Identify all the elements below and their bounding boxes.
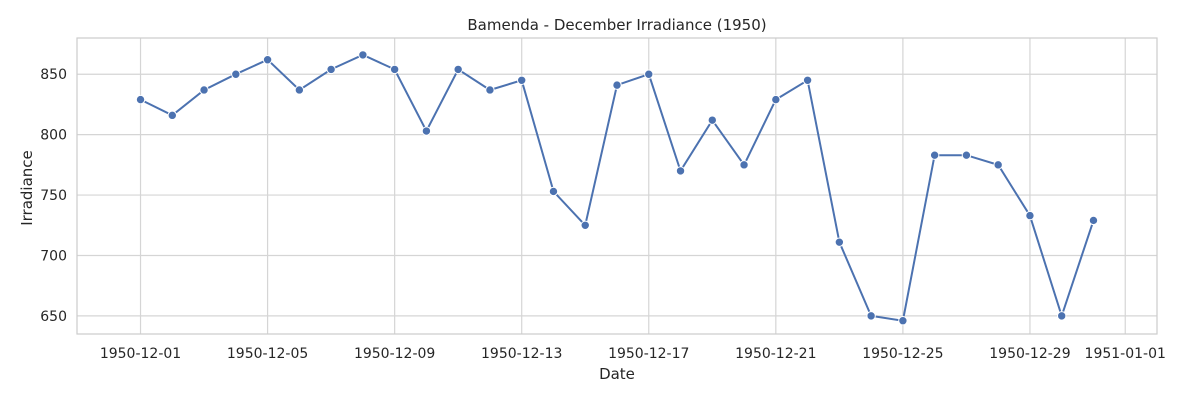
data-point bbox=[644, 69, 654, 79]
data-point bbox=[135, 94, 146, 105]
gridlines bbox=[77, 38, 1157, 334]
data-point bbox=[326, 64, 336, 75]
plot-frame bbox=[76, 37, 1158, 335]
data-point bbox=[802, 75, 813, 85]
x-axis-label: Date bbox=[599, 365, 635, 383]
y-tick-label: 800 bbox=[40, 128, 67, 144]
data-point bbox=[294, 85, 305, 95]
data-point bbox=[866, 311, 876, 321]
y-tick-labels: 650 700 750 800 850 bbox=[40, 67, 67, 325]
data-point bbox=[517, 75, 527, 85]
x-tick-label: 1950-12-21 bbox=[735, 346, 816, 362]
data-point bbox=[231, 69, 241, 79]
x-tick-label: 1950-12-25 bbox=[862, 346, 943, 362]
data-point bbox=[707, 115, 717, 125]
chart-title: Bamenda - December Irradiance (1950) bbox=[467, 16, 766, 34]
series-line bbox=[140, 53, 1095, 322]
x-tick-label: 1950-12-13 bbox=[481, 346, 562, 362]
data-points bbox=[135, 50, 1099, 326]
x-tick-label: 1950-12-29 bbox=[989, 346, 1070, 362]
y-axis-label: Irradiance bbox=[18, 150, 36, 226]
data-point bbox=[199, 85, 209, 95]
data-point bbox=[834, 237, 845, 247]
data-point bbox=[421, 126, 432, 136]
y-tick-label: 650 bbox=[40, 309, 67, 325]
data-point bbox=[961, 150, 972, 160]
data-point bbox=[580, 220, 590, 230]
x-tick-labels: 1950-12-01 1950-12-05 1950-12-09 1950-12-13… bbox=[100, 346, 1166, 362]
data-point bbox=[167, 110, 177, 121]
data-point bbox=[898, 316, 908, 326]
x-tick-label: 1950-12-01 bbox=[100, 346, 181, 362]
data-point bbox=[675, 166, 686, 176]
data-point bbox=[612, 80, 622, 90]
x-tick-label: 1950-12-09 bbox=[354, 346, 435, 362]
x-tick-label: 1951-01-01 bbox=[1085, 346, 1166, 362]
y-tick-label: 750 bbox=[40, 188, 67, 204]
y-tick-label: 850 bbox=[40, 67, 67, 83]
x-tick-label: 1950-12-17 bbox=[608, 346, 689, 362]
data-point bbox=[548, 186, 559, 197]
y-tick-label: 700 bbox=[40, 248, 67, 264]
data-point bbox=[485, 85, 495, 95]
data-point bbox=[1057, 311, 1067, 321]
data-point bbox=[771, 94, 781, 105]
data-point bbox=[739, 160, 749, 170]
data-point bbox=[929, 150, 940, 160]
data-point bbox=[389, 64, 400, 75]
x-tick-label: 1950-12-05 bbox=[227, 346, 308, 362]
data-point bbox=[453, 64, 463, 75]
data-point bbox=[993, 160, 1003, 170]
data-point bbox=[358, 50, 368, 60]
data-point bbox=[1025, 210, 1035, 221]
data-point bbox=[1088, 215, 1099, 226]
data-point bbox=[262, 55, 273, 65]
